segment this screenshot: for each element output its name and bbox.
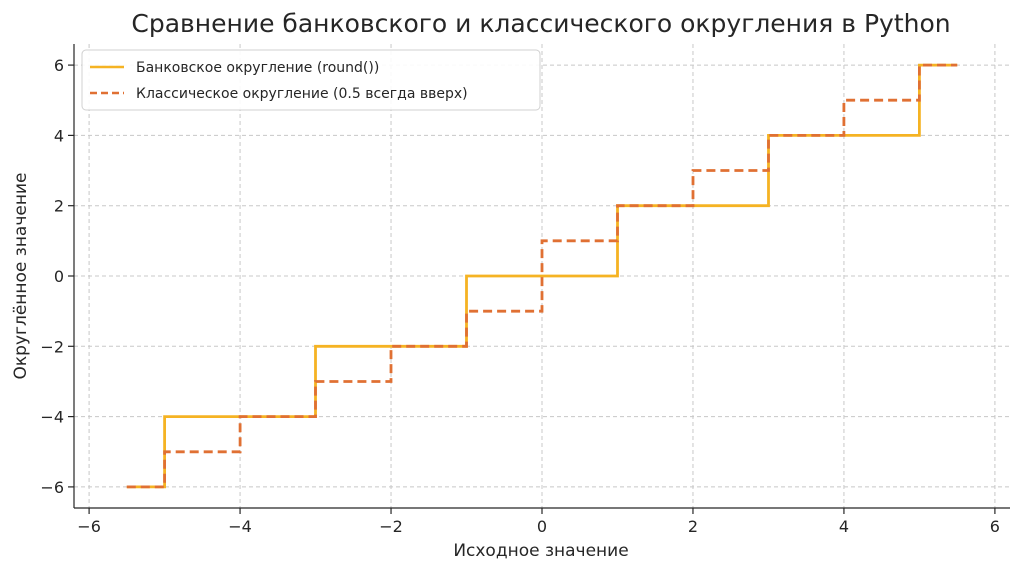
- legend: Банковское округление (round()) Классиче…: [81, 49, 541, 111]
- y-tick-label: −6: [40, 478, 64, 497]
- chart-title: Сравнение банковского и классического ок…: [131, 9, 950, 38]
- legend-frame: [81, 49, 541, 111]
- legend-label-banking: Банковское округление (round()): [136, 60, 379, 76]
- y-tick-label: −4: [40, 408, 64, 427]
- x-tick-label: −4: [228, 517, 252, 536]
- y-tick-label: 0: [54, 267, 64, 286]
- x-tick-label: −6: [77, 517, 101, 536]
- x-tick-label: 0: [537, 517, 547, 536]
- y-tick-label: 6: [54, 56, 64, 75]
- series-layer: [126, 63, 958, 489]
- x-tick-label: 2: [688, 517, 698, 536]
- y-tick-label: 2: [54, 197, 64, 216]
- series-line-banking: [126, 63, 958, 489]
- y-ticks: −6 −4 −2 0 2 4 6: [40, 56, 74, 497]
- x-tick-label: −2: [379, 517, 403, 536]
- y-axis-label: Округлённое значение: [11, 173, 31, 380]
- x-tick-label: 4: [839, 517, 849, 536]
- legend-label-classic: Классическое округление (0.5 всегда ввер…: [136, 86, 468, 102]
- y-tick-label: 4: [54, 126, 64, 145]
- x-tick-label: 6: [990, 517, 1000, 536]
- x-axis-label: Исходное значение: [453, 541, 628, 561]
- y-tick-label: −2: [40, 337, 64, 356]
- x-ticks: −6 −4 −2 0 2 4 6: [77, 508, 1000, 536]
